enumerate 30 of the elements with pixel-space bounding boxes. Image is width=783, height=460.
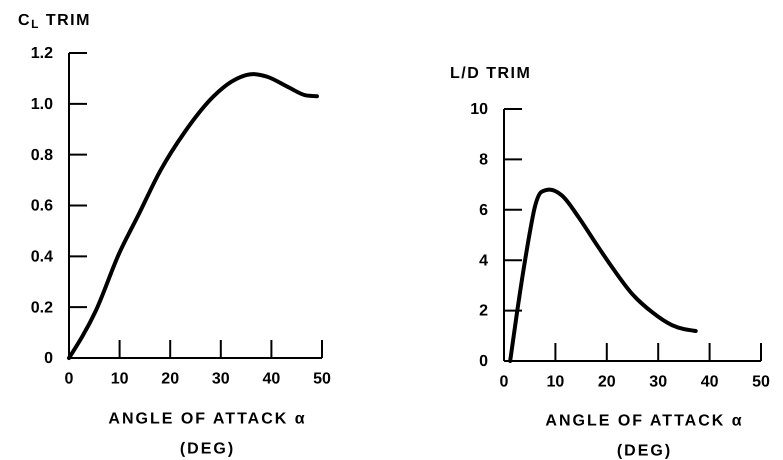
y-tick-label: 0 (479, 353, 488, 370)
x-tick-label: 20 (598, 373, 616, 390)
y-tick-label: 0.8 (30, 146, 54, 164)
y-tick-label: 2 (479, 302, 488, 320)
x-tick-label: 30 (212, 370, 230, 388)
y-tick-label: 0.6 (30, 198, 54, 215)
x-tick-label: 0 (500, 373, 509, 390)
y-tick-label: 6 (479, 202, 488, 219)
y-tick-label: 1.2 (30, 45, 54, 62)
x-tick-label: 50 (752, 373, 770, 390)
y-axis-title: C$_{L}$ TRIM (18, 12, 91, 31)
x-tick-label: 20 (161, 370, 180, 388)
x-tick-label: 40 (700, 373, 719, 390)
y-tick-label: 8 (479, 152, 488, 169)
x-tick-label: 10 (110, 370, 129, 388)
x-tick-label: 50 (313, 370, 331, 388)
y-axis-title: L/D TRIM (450, 65, 532, 82)
x-axis-title: ANGLE OF ATTACK α (DEG) (108, 410, 307, 458)
x-axis-title: ANGLE OF ATTACK α (DEG) (545, 412, 744, 460)
x-tick-label: 0 (64, 370, 74, 388)
y-tick-label: 10 (470, 101, 488, 118)
y-tick-label: 0.4 (30, 248, 54, 266)
y-tick-label: 0 (44, 350, 54, 368)
x-tick-label: 40 (262, 370, 280, 388)
x-tick-label: 30 (649, 373, 668, 390)
line-series (508, 188, 698, 363)
y-tick-label: 4 (479, 252, 488, 270)
x-tick-label: 10 (546, 373, 564, 390)
y-tick-label: 1.0 (30, 96, 54, 113)
y-tick-label: 0.2 (30, 299, 54, 316)
